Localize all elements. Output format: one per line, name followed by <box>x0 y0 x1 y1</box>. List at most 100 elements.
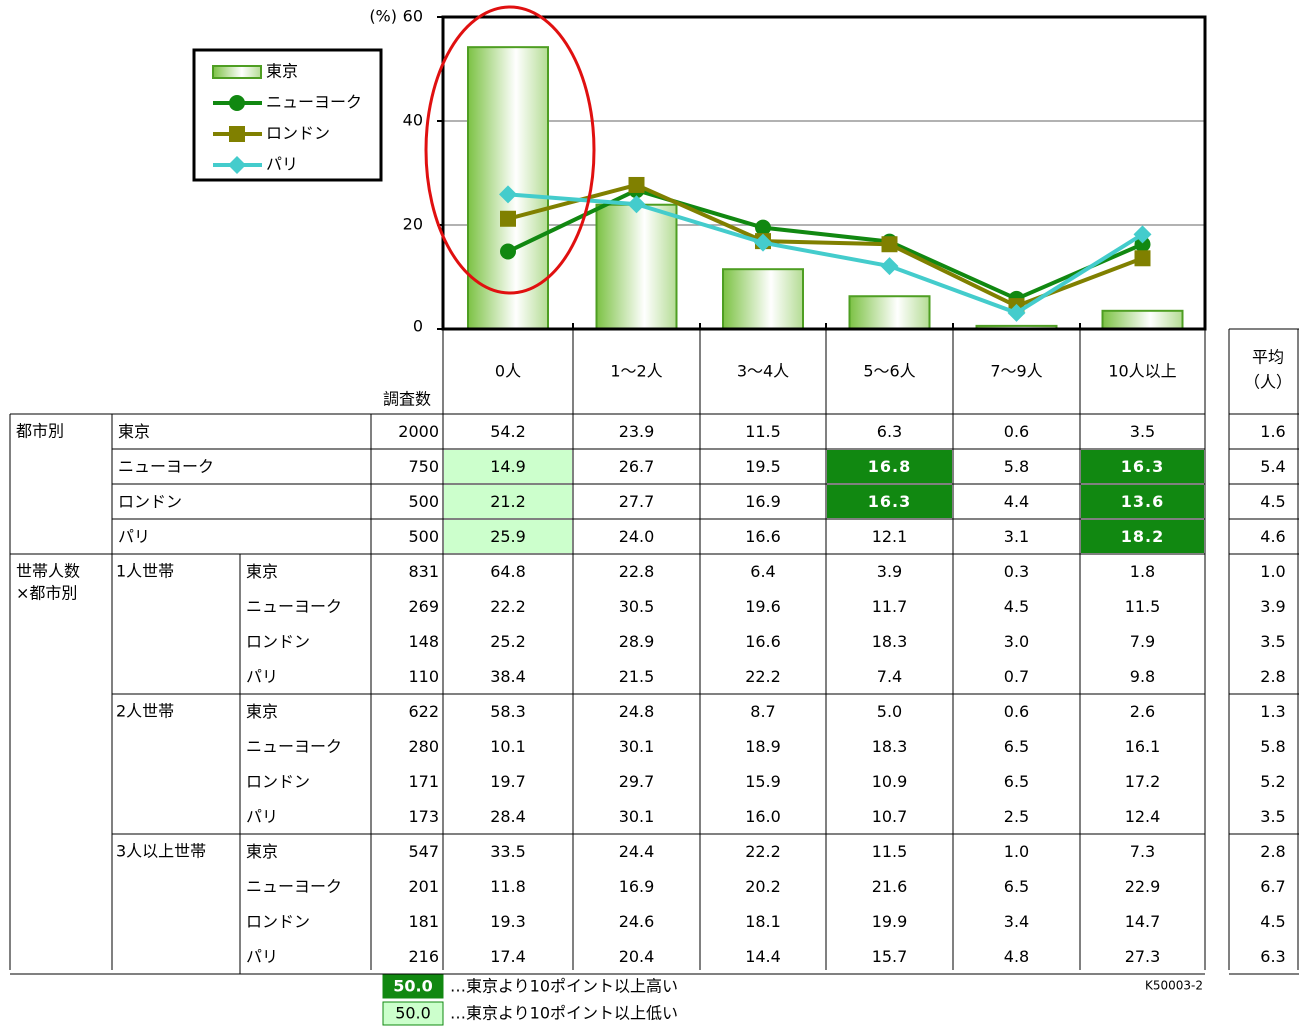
n-cell: 831 <box>408 562 439 581</box>
n-cell: 750 <box>408 457 439 476</box>
cell: 6.5 <box>1004 772 1029 791</box>
cell: 33.5 <box>490 842 526 861</box>
avg-cell: 5.2 <box>1260 772 1285 791</box>
cell: 16.3 <box>868 492 911 511</box>
cell: 30.1 <box>619 807 655 826</box>
avg-cell: 4.5 <box>1260 492 1285 511</box>
cell: 11.5 <box>872 842 908 861</box>
legend-label: ニューヨーク <box>266 93 362 112</box>
cell: 11.8 <box>490 877 526 896</box>
section-label: 世帯人数 <box>16 562 80 581</box>
row-label: 東京 <box>118 422 150 441</box>
n-cell: 110 <box>408 667 439 686</box>
y-unit: (%) <box>369 7 397 26</box>
row-label: ニューヨーク <box>246 877 342 896</box>
cell: 24.4 <box>619 842 655 861</box>
cell: 24.8 <box>619 702 655 721</box>
cell: 22.9 <box>1125 877 1161 896</box>
avg-cell: 3.5 <box>1260 632 1285 651</box>
marker <box>881 236 898 253</box>
legend-swatch <box>212 65 262 79</box>
avg-header: 平均 <box>1252 348 1284 367</box>
marker <box>1007 303 1026 322</box>
marker <box>228 156 246 174</box>
bar <box>722 268 804 331</box>
cell: 22.2 <box>490 597 526 616</box>
cell: 27.3 <box>1125 947 1161 966</box>
avg-cell: 3.5 <box>1260 807 1285 826</box>
column-header: 5〜6人 <box>863 362 915 381</box>
cell: 18.3 <box>872 737 908 756</box>
cell: 20.2 <box>745 877 781 896</box>
key-label: …東京より10ポイント以上高い <box>450 977 678 996</box>
cell: 15.9 <box>745 772 781 791</box>
cell: 2.6 <box>1130 702 1155 721</box>
n-cell: 500 <box>408 492 439 511</box>
cell: 6.5 <box>1004 877 1029 896</box>
cell: 3.0 <box>1004 632 1029 651</box>
cell: 54.2 <box>490 422 526 441</box>
plot-frame <box>441 15 1207 331</box>
n-cell: 622 <box>408 702 439 721</box>
n-cell: 173 <box>408 807 439 826</box>
cell: 19.6 <box>745 597 781 616</box>
group-label: 3人以上世帯 <box>116 842 206 861</box>
cell: 16.0 <box>745 807 781 826</box>
cell: 7.3 <box>1130 842 1155 861</box>
avg-cell: 4.5 <box>1260 912 1285 931</box>
cell: 6.3 <box>877 422 902 441</box>
cell: 18.1 <box>745 912 781 931</box>
legend-box <box>192 48 383 182</box>
cell: 24.6 <box>619 912 655 931</box>
avg-cell: 1.6 <box>1260 422 1285 441</box>
marker <box>880 257 899 276</box>
avg-cell: 2.8 <box>1260 667 1285 686</box>
n-cell: 2000 <box>398 422 439 441</box>
marker <box>627 195 646 214</box>
n-cell: 181 <box>408 912 439 931</box>
cell: 15.7 <box>872 947 908 966</box>
marker <box>229 95 245 111</box>
cell: 5.8 <box>1004 457 1029 476</box>
y-tick-label: 60 <box>403 7 423 26</box>
avg-cell: 4.6 <box>1260 527 1285 546</box>
cell: 19.7 <box>490 772 526 791</box>
highlight <box>444 485 572 518</box>
row-label: 東京 <box>246 842 278 861</box>
cell: 22.2 <box>745 667 781 686</box>
highlight <box>1081 450 1204 483</box>
row-label: 東京 <box>246 702 278 721</box>
cell: 27.7 <box>619 492 655 511</box>
section-label: 都市別 <box>16 422 64 441</box>
cell: 11.7 <box>872 597 908 616</box>
marker <box>1134 236 1151 253</box>
cell: 9.8 <box>1130 667 1155 686</box>
avg-cell: 6.7 <box>1260 877 1285 896</box>
cell: 25.9 <box>490 527 526 546</box>
cell: 3.4 <box>1004 912 1029 931</box>
legend-label: 東京 <box>266 62 298 81</box>
avg-header: （人） <box>1244 373 1292 392</box>
bar <box>595 203 678 330</box>
cell: 23.9 <box>619 422 655 441</box>
marker <box>754 233 772 252</box>
highlight <box>444 520 572 553</box>
cell: 17.2 <box>1125 772 1161 791</box>
cell: 1.0 <box>1004 842 1029 861</box>
row-label: ニューヨーク <box>246 597 342 616</box>
avg-cell: 6.3 <box>1260 947 1285 966</box>
cell: 10.1 <box>490 737 526 756</box>
avg-cell: 1.0 <box>1260 562 1285 581</box>
row-label: ロンドン <box>246 632 310 651</box>
cell: 19.5 <box>745 457 781 476</box>
cell: 64.8 <box>490 562 526 581</box>
avg-cell: 5.8 <box>1260 737 1285 756</box>
cell: 3.1 <box>1004 527 1029 546</box>
cell: 11.5 <box>745 422 781 441</box>
cell: 3.5 <box>1130 422 1155 441</box>
cell: 20.4 <box>619 947 655 966</box>
cell: 13.6 <box>1121 492 1164 511</box>
cell: 30.1 <box>619 737 655 756</box>
cell: 16.1 <box>1125 737 1161 756</box>
